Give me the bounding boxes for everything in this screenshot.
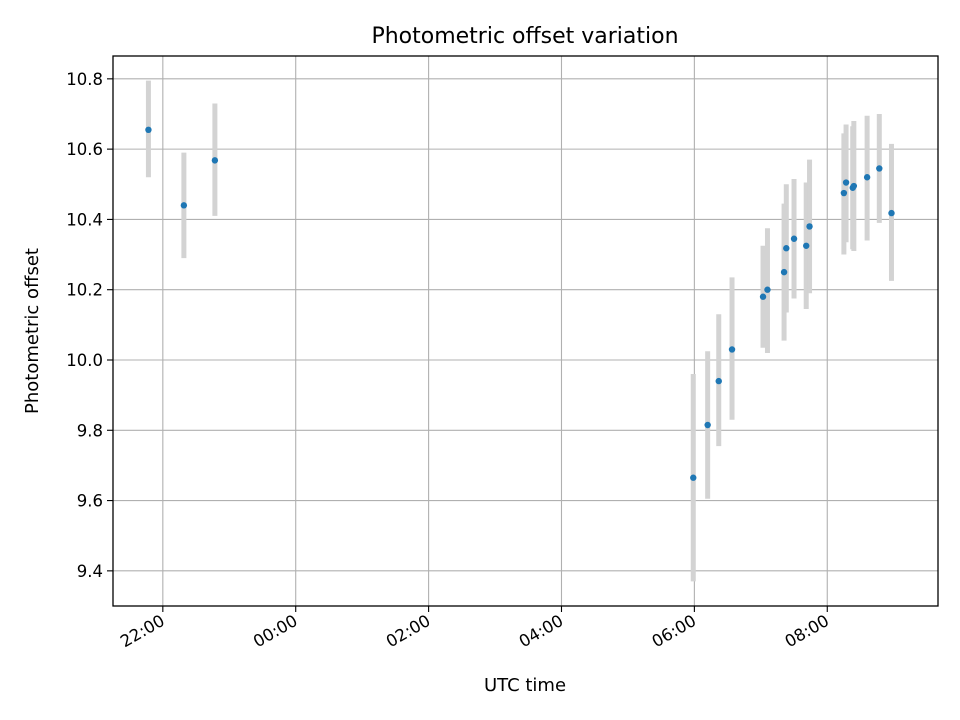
- data-point: [850, 182, 858, 190]
- data-point: [728, 346, 736, 353]
- grid-layer: [113, 56, 938, 606]
- data-point: [764, 286, 771, 293]
- data-point: [863, 174, 871, 181]
- y-tick-label: 10.4: [66, 210, 103, 229]
- x-axis-label: UTC time: [484, 675, 566, 696]
- y-axis-label: Photometric offset: [22, 248, 43, 414]
- y-tick-label: 10.8: [66, 70, 103, 89]
- plot-frame: [112, 55, 939, 607]
- data-point: [715, 377, 722, 385]
- data-point: [759, 293, 767, 300]
- data-point: [180, 202, 188, 209]
- data-point: [790, 235, 798, 242]
- data-point: [888, 209, 895, 217]
- y-tick-label: 10.6: [66, 140, 103, 159]
- data-point: [840, 189, 848, 197]
- data-point: [780, 268, 788, 276]
- y-tick-label: 9.8: [77, 421, 103, 440]
- data-point: [211, 157, 219, 164]
- data-point: [783, 245, 790, 252]
- y-tick-label: 10.2: [66, 281, 103, 300]
- data-point: [803, 242, 810, 249]
- data-point: [690, 474, 697, 481]
- y-tick-label: 9.4: [77, 562, 103, 581]
- data-point: [704, 421, 711, 429]
- data-point: [876, 165, 883, 172]
- points-layer: [145, 126, 895, 481]
- chart-title: Photometric offset variation: [371, 24, 678, 49]
- data-point: [145, 126, 152, 134]
- data-point: [842, 179, 850, 186]
- y-tick-label: 10.0: [66, 351, 103, 370]
- y-tick-label: 9.6: [77, 492, 103, 511]
- data-point: [806, 223, 813, 230]
